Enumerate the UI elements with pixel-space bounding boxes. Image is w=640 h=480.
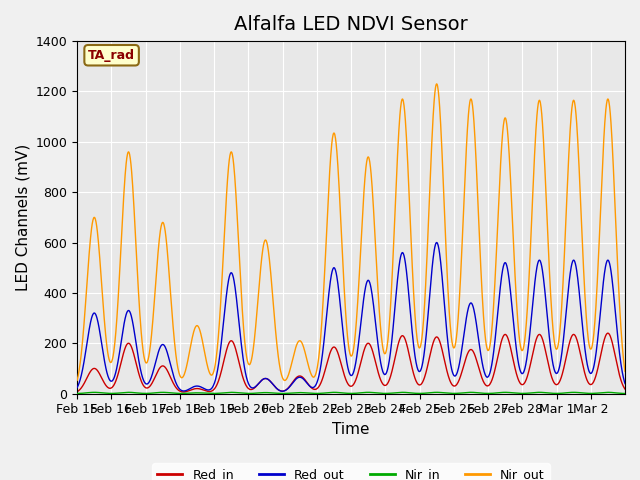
- Line: Nir_out: Nir_out: [77, 84, 625, 381]
- Nir_in: [125, 389, 132, 395]
- Red_in: [172, 384, 179, 389]
- Red_out: [354, 347, 362, 352]
- Nir_in: [451, 391, 459, 396]
- Legend: Red_in, Red_out, Nir_in, Nir_out: Red_in, Red_out, Nir_in, Nir_out: [152, 463, 550, 480]
- X-axis label: Time: Time: [332, 422, 370, 437]
- Red_out: [74, 384, 81, 390]
- Nir_in: [172, 390, 179, 396]
- Line: Nir_in: Nir_in: [77, 392, 625, 394]
- Text: TA_rad: TA_rad: [88, 49, 135, 62]
- Line: Red_out: Red_out: [77, 242, 625, 391]
- Red_in: [451, 383, 459, 389]
- Red_out: [452, 373, 460, 379]
- Nir_out: [74, 377, 81, 383]
- Red_in: [586, 382, 594, 387]
- Nir_out: [354, 299, 362, 304]
- Nir_out: [452, 341, 460, 347]
- Title: Alfalfa LED NDVI Sensor: Alfalfa LED NDVI Sensor: [234, 15, 468, 34]
- Y-axis label: LED Channels (mV): LED Channels (mV): [15, 144, 30, 291]
- Nir_in: [621, 391, 629, 396]
- Red_out: [621, 381, 629, 386]
- Nir_out: [433, 81, 440, 87]
- Nir_in: [74, 391, 81, 396]
- Line: Red_in: Red_in: [77, 333, 625, 392]
- Nir_in: [84, 390, 92, 396]
- Red_in: [621, 386, 629, 392]
- Nir_out: [621, 369, 629, 374]
- Red_out: [172, 378, 179, 384]
- Red_in: [604, 330, 612, 336]
- Red_out: [433, 240, 440, 245]
- Red_in: [180, 389, 188, 395]
- Nir_out: [84, 274, 92, 280]
- Red_out: [321, 326, 329, 332]
- Nir_out: [586, 346, 594, 352]
- Red_out: [84, 337, 92, 343]
- Nir_out: [172, 346, 179, 351]
- Nir_out: [281, 378, 289, 384]
- Red_out: [586, 371, 594, 376]
- Nir_in: [586, 391, 594, 396]
- Nir_in: [321, 390, 329, 396]
- Red_in: [354, 371, 362, 377]
- Red_in: [321, 367, 329, 372]
- Red_in: [74, 389, 81, 395]
- Red_out: [278, 388, 286, 394]
- Nir_in: [354, 390, 362, 396]
- Nir_out: [321, 258, 329, 264]
- Red_in: [84, 374, 92, 380]
